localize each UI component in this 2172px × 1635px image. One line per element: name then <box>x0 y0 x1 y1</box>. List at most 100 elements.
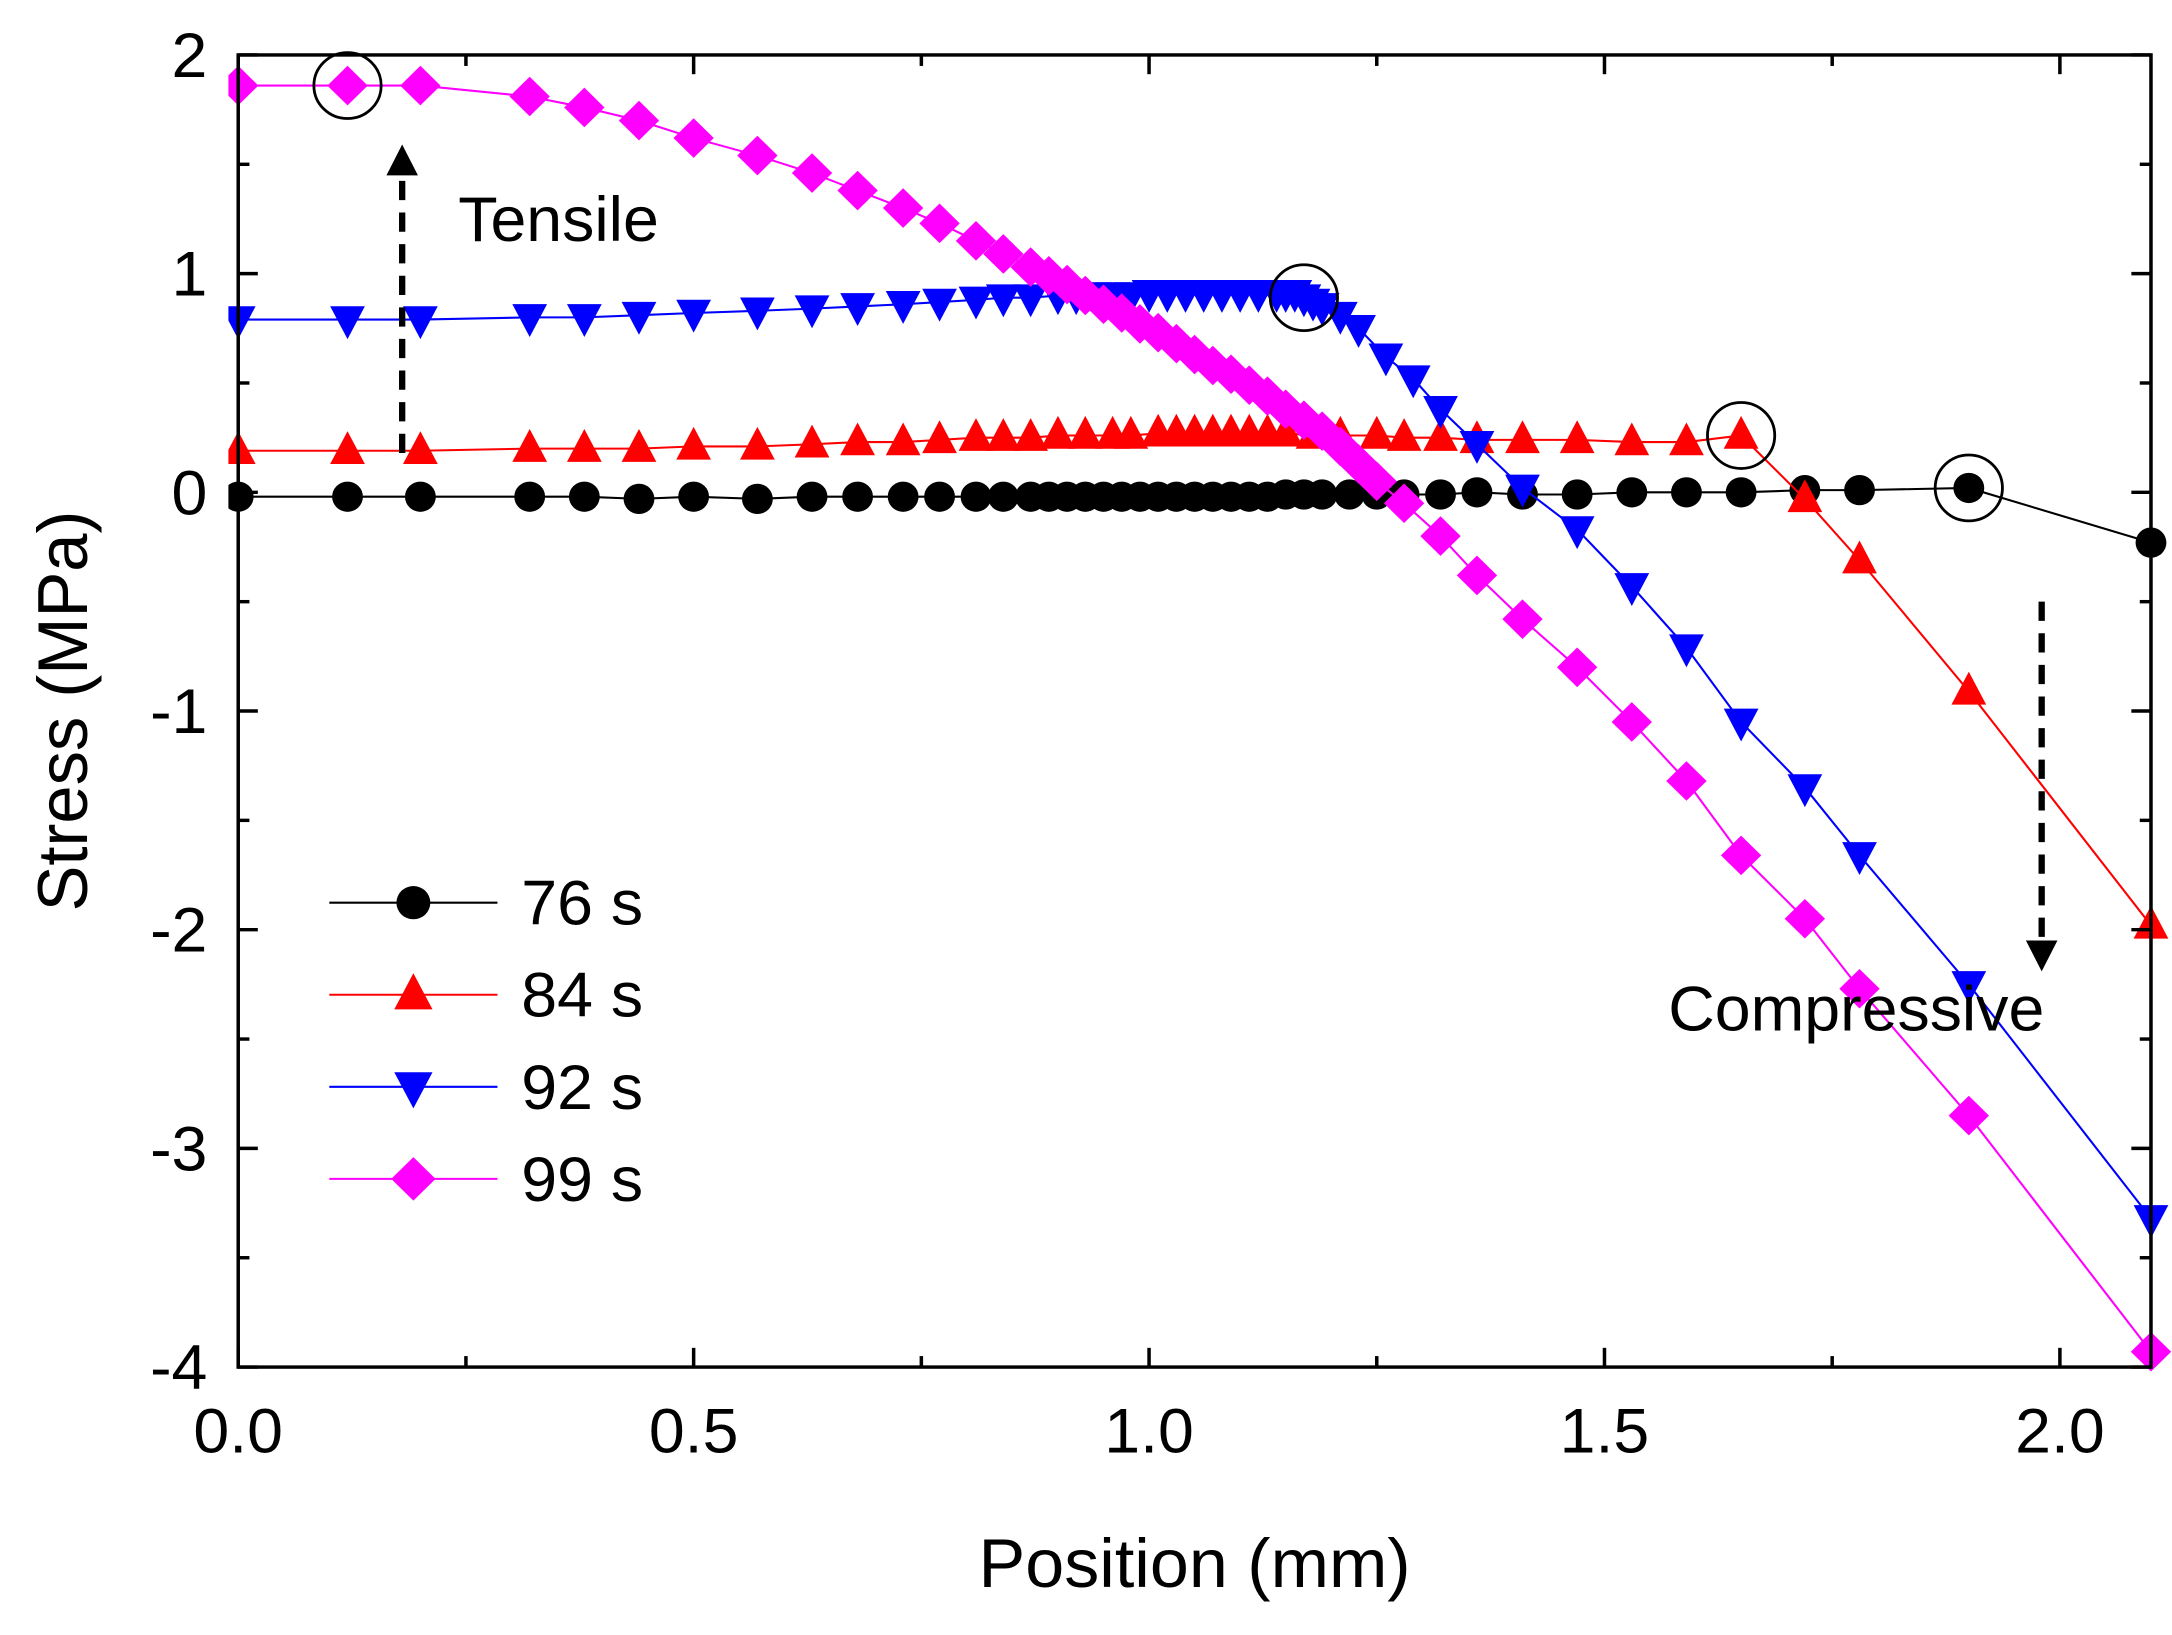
data-point-99-s <box>791 153 833 193</box>
legend-swatch-marker <box>396 886 431 920</box>
series-76-s <box>228 472 2167 558</box>
data-point-92-s <box>1322 301 1358 335</box>
legend-label: 76 s <box>521 867 643 938</box>
annotations: Tensile Compressive <box>386 144 2058 1044</box>
data-point-76-s <box>1561 479 1593 510</box>
y-tick-label: 2 <box>172 20 208 91</box>
highlight-circle-92-s <box>1268 263 1339 333</box>
data-point-92-s <box>512 304 548 337</box>
highlight-circles <box>312 51 2004 523</box>
data-point-99-s <box>1383 483 1425 524</box>
data-point-84-s <box>1614 422 1650 456</box>
y-tick-label: 0 <box>172 457 208 528</box>
x-axis-title: Position (mm) <box>979 1525 1411 1602</box>
data-point-99-s <box>1720 835 1762 876</box>
data-point-76-s <box>1725 477 1757 508</box>
x-tick-label: 1.5 <box>1560 1395 1650 1466</box>
data-point-76-s <box>1953 472 1985 504</box>
data-point-76-s <box>1334 479 1365 510</box>
data-point-99-s <box>1948 1095 1989 1136</box>
data-point-92-s <box>403 306 438 340</box>
data-point-76-s <box>924 481 955 512</box>
data-point-76-s <box>404 481 436 512</box>
highlight-circle-99-s <box>312 51 383 120</box>
data-point-76-s <box>796 481 828 512</box>
y-tick-label: 1 <box>172 238 208 309</box>
data-point-92-s <box>1723 708 1759 742</box>
data-point-76-s <box>332 481 363 512</box>
data-point-84-s <box>922 420 957 454</box>
data-point-92-s <box>1787 774 1823 808</box>
data-point-76-s <box>1844 475 1875 506</box>
data-point-92-s <box>228 306 256 340</box>
data-point-84-s <box>1013 418 1049 451</box>
data-point-84-s <box>1268 413 1304 447</box>
data-point-99-s <box>618 100 660 141</box>
data-point-76-s <box>1461 477 1493 508</box>
data-point-99-s <box>400 65 441 106</box>
data-point-92-s <box>1304 293 1340 327</box>
data-point-99-s <box>1456 555 1498 596</box>
data-point-92-s <box>1505 474 1540 508</box>
tick-labels: 0.0 0.5 1.0 1.5 2.0 -4 -3 -2 -1 0 1 2 <box>150 20 2105 1467</box>
data-point-76-s <box>1425 479 1456 510</box>
data-point-92-s <box>1341 315 1376 348</box>
data-point-99-s <box>509 76 550 117</box>
legend-swatch-marker <box>391 1157 436 1201</box>
data-point-99-s <box>737 135 778 176</box>
data-point-92-s <box>1559 516 1595 550</box>
series-92-s <box>228 280 2169 1238</box>
y-tick-label: -1 <box>150 676 207 747</box>
data-point-99-s <box>1784 898 1826 939</box>
data-point-92-s <box>794 295 830 329</box>
legend-item-92-s: 92 s <box>329 1051 643 1123</box>
legend-label: 92 s <box>521 1051 643 1122</box>
data-point-84-s <box>1505 420 1540 454</box>
data-point-99-s <box>1010 247 1051 287</box>
legend-label: 99 s <box>521 1143 643 1214</box>
series-99-s <box>228 65 2172 1372</box>
data-point-84-s <box>740 426 775 460</box>
data-point-92-s <box>922 288 957 322</box>
data-point-99-s <box>228 65 259 106</box>
data-point-92-s <box>885 290 921 324</box>
data-point-84-s <box>1723 415 1759 449</box>
series-84-s <box>228 413 2169 939</box>
data-point-99-s <box>955 221 997 261</box>
data-point-92-s <box>1013 284 1049 318</box>
data-point-84-s <box>676 426 712 460</box>
data-point-84-s <box>512 429 548 462</box>
data-point-84-s <box>1669 422 1704 456</box>
data-point-92-s <box>1614 573 1650 606</box>
data-point-84-s <box>1842 540 1877 574</box>
data-point-84-s <box>1559 420 1595 454</box>
legend-item-84-s: 84 s <box>329 959 643 1031</box>
legend: 76 s 84 s 92 s 99 s <box>329 867 643 1215</box>
data-point-99-s <box>1556 647 1598 688</box>
data-point-92-s <box>676 299 712 333</box>
x-tick-label: 2.0 <box>2015 1395 2105 1466</box>
data-point-99-s <box>983 234 1024 274</box>
data-point-84-s <box>985 418 1021 451</box>
x-tick-label: 0.5 <box>649 1395 739 1466</box>
data-point-84-s <box>1040 415 1076 449</box>
y-axis-title: Stress (MPa) <box>23 511 102 912</box>
data-point-84-s <box>1359 415 1395 449</box>
data-point-92-s <box>621 301 657 335</box>
data-point-99-s <box>1192 345 1233 386</box>
compressive-label: Compressive <box>1668 973 2044 1044</box>
y-tick-label: -3 <box>150 1113 207 1184</box>
data-point-84-s <box>1951 671 1987 705</box>
data-point-84-s <box>840 422 875 456</box>
data-point-92-s <box>330 306 365 340</box>
data-point-99-s <box>564 87 605 128</box>
data-point-92-s <box>1842 842 1877 875</box>
data-point-84-s <box>885 422 921 456</box>
y-tick-label: -4 <box>150 1332 207 1403</box>
data-point-76-s <box>568 481 600 512</box>
data-point-99-s <box>882 188 924 228</box>
data-point-92-s <box>1951 971 1987 1004</box>
data-point-84-s <box>330 431 365 465</box>
data-point-84-s <box>794 424 830 458</box>
